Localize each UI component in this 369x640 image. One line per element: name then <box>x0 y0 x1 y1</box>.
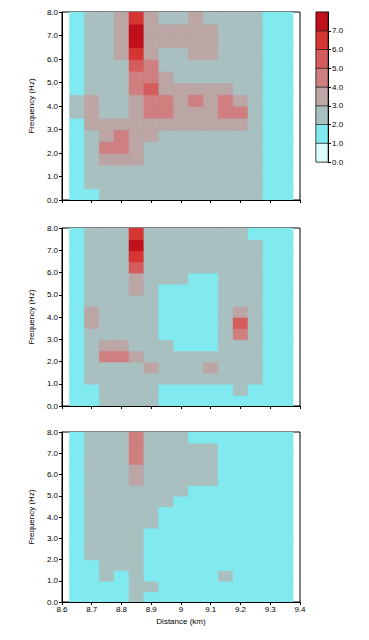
svg-text:1.0: 1.0 <box>47 172 59 181</box>
svg-text:8.9: 8.9 <box>146 605 158 614</box>
svg-text:6.0: 6.0 <box>47 268 59 277</box>
svg-text:7.0: 7.0 <box>332 26 344 35</box>
svg-text:5.0: 5.0 <box>332 64 344 73</box>
svg-text:9.3: 9.3 <box>265 605 277 614</box>
svg-text:0.0: 0.0 <box>46 597 58 607</box>
svg-text:7.0: 7.0 <box>47 31 59 40</box>
svg-text:1.0: 1.0 <box>332 139 344 148</box>
svg-text:8.8: 8.8 <box>116 605 128 614</box>
svg-text:6.0: 6.0 <box>47 470 59 479</box>
svg-text:2.0: 2.0 <box>332 120 344 129</box>
svg-text:0.0: 0.0 <box>47 196 59 205</box>
svg-text:7.0: 7.0 <box>47 246 59 255</box>
svg-text:3.0: 3.0 <box>47 335 59 344</box>
svg-text:5.0: 5.0 <box>47 491 59 500</box>
svg-text:0.0: 0.0 <box>47 402 59 411</box>
svg-text:Frequency (Hz): Frequency (Hz) <box>27 489 36 544</box>
svg-text:8.7: 8.7 <box>86 605 98 614</box>
svg-text:9.2: 9.2 <box>235 605 247 614</box>
svg-text:9: 9 <box>179 605 184 614</box>
svg-text:4.0: 4.0 <box>47 102 59 111</box>
svg-text:1.0: 1.0 <box>47 576 59 585</box>
svg-text:4.0: 4.0 <box>47 313 59 322</box>
svg-text:8.0: 8.0 <box>47 8 59 17</box>
svg-text:5.0: 5.0 <box>47 290 59 299</box>
svg-text:8.0: 8.0 <box>47 224 59 233</box>
svg-text:2.0: 2.0 <box>47 357 59 366</box>
svg-text:8.6: 8.6 <box>56 605 68 614</box>
svg-text:9.4: 9.4 <box>294 605 306 614</box>
svg-text:5.0: 5.0 <box>47 78 59 87</box>
svg-text:Frequency (Hz): Frequency (Hz) <box>27 78 36 133</box>
svg-text:9.1: 9.1 <box>205 605 217 614</box>
svg-text:3.0: 3.0 <box>47 125 59 134</box>
svg-text:7.0: 7.0 <box>47 449 59 458</box>
svg-text:3.0: 3.0 <box>332 101 344 110</box>
svg-text:4.0: 4.0 <box>47 513 59 522</box>
svg-text:1.0: 1.0 <box>47 379 59 388</box>
svg-text:8.0: 8.0 <box>47 428 59 437</box>
svg-text:Distance (km): Distance (km) <box>156 617 206 626</box>
svg-text:2.0: 2.0 <box>47 149 59 158</box>
svg-text:2.0: 2.0 <box>47 555 59 564</box>
svg-text:4.0: 4.0 <box>332 83 344 92</box>
svg-text:Frequency (Hz): Frequency (Hz) <box>27 289 36 344</box>
svg-text:3.0: 3.0 <box>47 534 59 543</box>
svg-text:6.0: 6.0 <box>47 55 59 64</box>
svg-text:6.0: 6.0 <box>332 45 344 54</box>
svg-text:0.0: 0.0 <box>332 158 344 167</box>
